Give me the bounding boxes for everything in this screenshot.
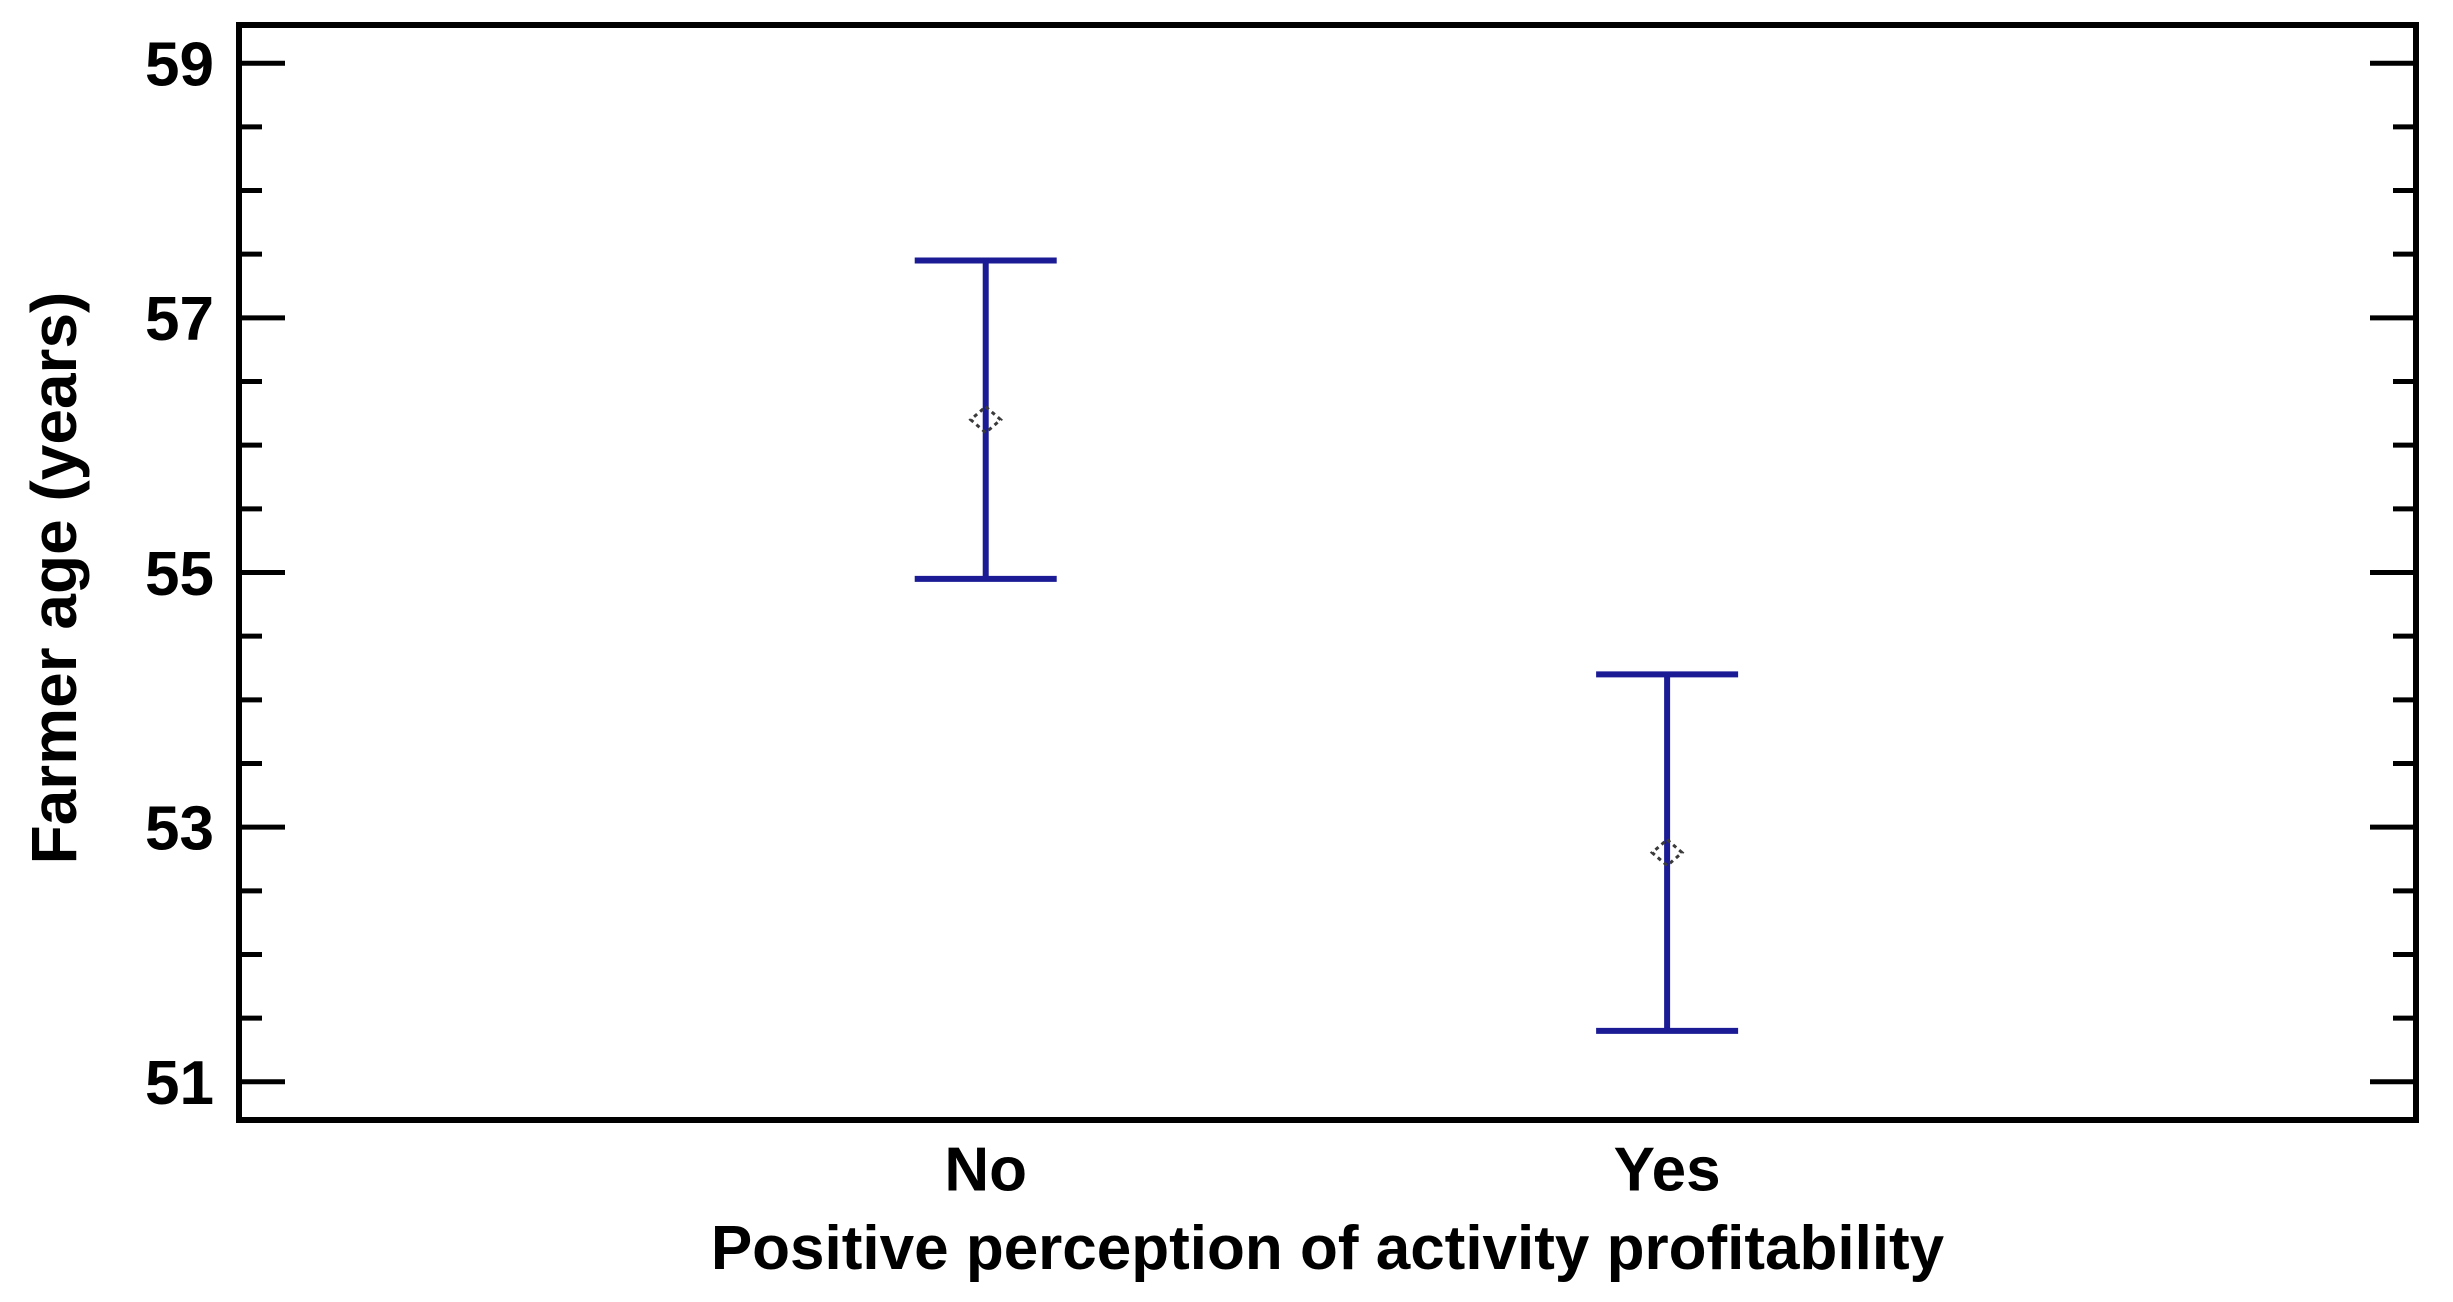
y-tick-label-51: 51 (145, 1049, 214, 1118)
x-axis-title: Positive perception of activity profitab… (710, 1214, 1945, 1283)
y-tick-label-53: 53 (145, 794, 214, 863)
y-tick-label-57: 57 (145, 285, 214, 354)
x-category-label-yes: Yes (1614, 1135, 1721, 1204)
y-tick-label-59: 59 (145, 31, 214, 100)
y-axis-title: Farmer age (years) (18, 291, 90, 865)
mean-marker-diamond-icon-no (968, 404, 1004, 435)
plot-frame (236, 22, 2419, 1123)
mean-marker-diamond-icon-yes (1649, 837, 1685, 868)
y-tick-label-55: 55 (145, 540, 214, 609)
x-category-label-no: No (944, 1135, 1027, 1204)
